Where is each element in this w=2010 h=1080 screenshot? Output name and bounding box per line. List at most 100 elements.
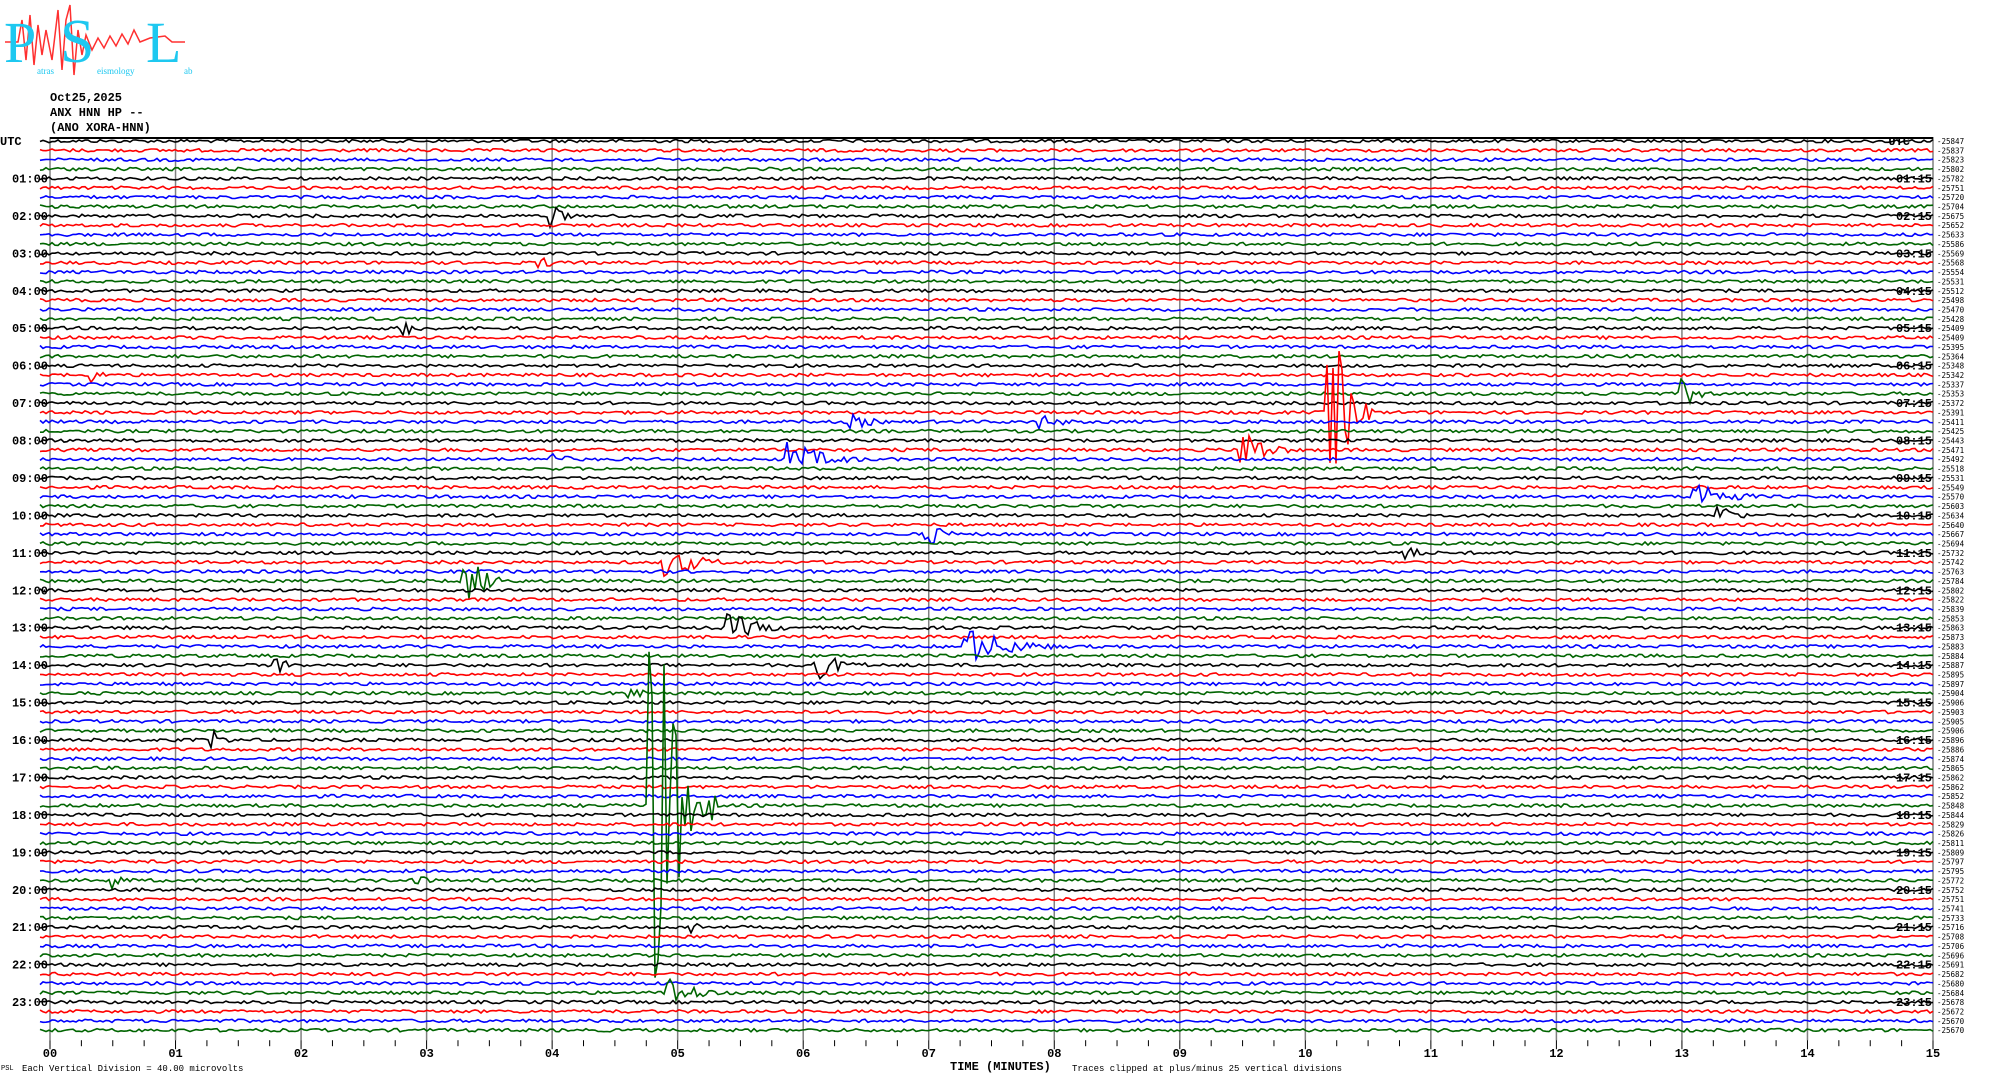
- left-hour-label: 02:00: [12, 210, 48, 224]
- trace-offset-label: -25886: [1937, 745, 1965, 754]
- trace-line: [39, 157, 1934, 163]
- trace-line: [39, 868, 1934, 874]
- trace-offset-label: -25862: [1937, 773, 1964, 782]
- right-hour-label: 20:15: [1896, 884, 1932, 898]
- trace-offset-label: -25364: [1937, 352, 1965, 361]
- trace-line: [39, 784, 1934, 790]
- trace-line: [39, 922, 1934, 935]
- left-hour-label: 06:00: [12, 360, 48, 374]
- trace-offset-label: -25716: [1937, 923, 1965, 932]
- trace-line: [39, 554, 1934, 578]
- trace-line: [39, 566, 1934, 599]
- trace-offset-label: -25839: [1937, 605, 1964, 614]
- trace-line: [39, 540, 1934, 547]
- trace-offset-label: -25853: [1937, 614, 1964, 623]
- trace-offset-label: -25784: [1937, 577, 1965, 586]
- trace-offset-label: -25897: [1937, 680, 1964, 689]
- trace-line: [39, 278, 1934, 285]
- trace-line: [39, 999, 1934, 1005]
- left-hour-label: 09:00: [12, 472, 48, 486]
- left-hour-label: 07:00: [12, 397, 48, 411]
- logo-letter-p: P: [4, 10, 36, 75]
- trace-line: [39, 656, 1934, 680]
- right-hour-label: 11:15: [1896, 547, 1932, 561]
- trace-line: [39, 306, 1934, 313]
- trace-line: [39, 971, 1934, 977]
- x-tick-label: 05: [670, 1047, 684, 1061]
- trace-line: [39, 297, 1934, 303]
- x-tick-label: 13: [1675, 1047, 1689, 1061]
- trace-line: [39, 952, 1934, 959]
- trace-offset-label: -25863: [1937, 624, 1964, 633]
- trace-line: [39, 412, 1934, 431]
- trace-line: [39, 630, 1934, 663]
- left-hour-label: 10:00: [12, 509, 48, 523]
- trace-line: [39, 728, 1934, 751]
- x-tick-label: 03: [419, 1047, 433, 1061]
- trace-line: [39, 687, 1934, 700]
- psl-logo: P S L atras eismology ab: [4, 4, 193, 76]
- trace-offset-label: -25895: [1937, 671, 1964, 680]
- right-hour-label: 06:15: [1896, 360, 1932, 374]
- trace-offset-label: -25680: [1937, 979, 1965, 988]
- trace-line: [39, 728, 1934, 734]
- trace-line: [39, 527, 1934, 545]
- trace-line: [39, 933, 1934, 940]
- trace-offset-label: -25887: [1937, 661, 1964, 670]
- right-hour-label: 08:15: [1896, 435, 1932, 449]
- trace-offset-label: -25751: [1937, 895, 1964, 904]
- trace-offset-label: -25353: [1937, 390, 1964, 399]
- trace-offset-label: -25337: [1937, 380, 1964, 389]
- trace-line: [39, 381, 1934, 387]
- trace-offset-label: -25531: [1937, 277, 1964, 286]
- right-hour-label: 01:15: [1896, 172, 1932, 186]
- trace-offset-label: -25905: [1937, 717, 1964, 726]
- trace-offset-label: -25672: [1937, 1007, 1964, 1016]
- trace-line: [39, 568, 1934, 575]
- trace-line: [39, 709, 1934, 715]
- trace-line: [39, 465, 1934, 472]
- x-axis-label: TIME (MINUTES): [950, 1060, 1051, 1074]
- trace-line: [39, 1018, 1934, 1024]
- trace-line: [39, 203, 1934, 210]
- trace-line: [39, 437, 1934, 444]
- right-hour-label: 09:15: [1896, 472, 1932, 486]
- trace-offset-label: -25795: [1937, 867, 1964, 876]
- trace-offset-label: -25492: [1937, 455, 1964, 464]
- x-tick-label: 02: [294, 1047, 308, 1061]
- trace-offset-label: -25603: [1937, 502, 1964, 511]
- right-hour-label: 14:15: [1896, 659, 1932, 673]
- trace-offset-label: -25844: [1937, 811, 1965, 820]
- trace-line: [39, 887, 1934, 893]
- trace-line: [39, 596, 1934, 603]
- x-tick-label: 15: [1926, 1047, 1940, 1061]
- left-hour-label: 20:00: [12, 884, 48, 898]
- trace-offset-label: -25720: [1937, 193, 1965, 202]
- x-tick-label: 08: [1047, 1047, 1061, 1061]
- trace-offset-label: -25733: [1937, 914, 1964, 923]
- station-label: ANX HNN HP --: [50, 106, 144, 120]
- left-hour-label: 17:00: [12, 771, 48, 785]
- trace-offset-label: -25741: [1937, 905, 1964, 914]
- left-hour-label: 13:00: [12, 622, 48, 636]
- trace-offset-label: -25549: [1937, 483, 1964, 492]
- trace-offset-label: -25470: [1937, 305, 1965, 314]
- trace-offset-label: -25518: [1937, 465, 1965, 474]
- trace-offset-label: -25852: [1937, 792, 1964, 801]
- scale-note: Each Vertical Division = 40.00 microvolt…: [22, 1064, 244, 1074]
- logo-letter-s: S: [60, 8, 94, 76]
- left-hour-label: 01:00: [12, 172, 48, 186]
- trace-offset-label: -25471: [1937, 446, 1964, 455]
- trace-offset-label: -25822: [1937, 596, 1964, 605]
- right-hour-label: 03:15: [1896, 247, 1932, 261]
- trace-line: [39, 651, 1934, 978]
- left-hour-label: 15:00: [12, 697, 48, 711]
- trace-line: [39, 138, 1934, 144]
- trace-offset-label: -25903: [1937, 708, 1964, 717]
- trace-line: [39, 269, 1934, 275]
- x-tick-label: 14: [1800, 1047, 1814, 1061]
- trace-line: [39, 334, 1934, 341]
- trace-line: [39, 1027, 1934, 1033]
- left-hour-label: 03:00: [12, 247, 48, 261]
- left-hour-label: 19:00: [12, 846, 48, 860]
